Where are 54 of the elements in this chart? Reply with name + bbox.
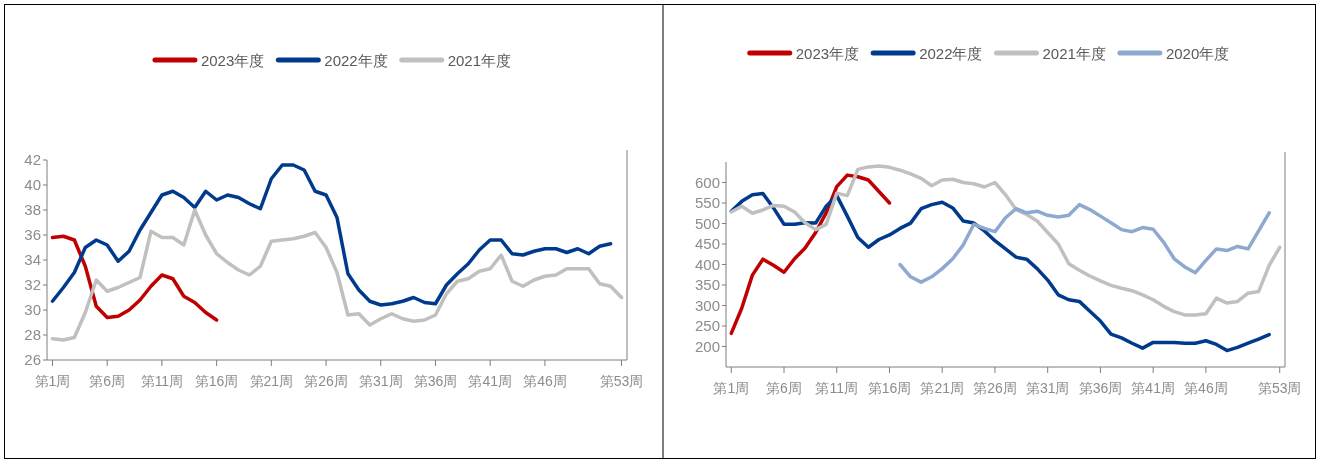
y-tick-label: 450 [694,235,720,252]
y-tick-label: 200 [694,337,720,355]
line-series [50,208,624,342]
x-tick-label: 第46周 [523,373,567,389]
y-tick-label: 32 [24,276,41,293]
x-tick-label: 第36周 [1078,380,1123,396]
y-tick-label: 42 [24,151,41,168]
legend-label: 2022年度 [919,45,983,62]
legend-label: 2021年度 [447,52,512,69]
x-tick-label: 第46周 [1184,380,1228,396]
line-series [729,191,1271,353]
x-tick-label: 第21周 [920,380,965,396]
y-tick-label: 350 [694,276,720,293]
y-tick-label: 400 [694,255,720,273]
x-tick-label: 第26周 [304,373,348,389]
line-series [50,163,613,307]
x-tick-label: 第41周 [468,373,512,389]
x-tick-label: 第53周 [1257,380,1302,396]
y-tick-label: 300 [694,296,720,314]
y-tick-label: 28 [24,326,41,343]
y-tick-label: 34 [24,251,41,268]
line-series [729,173,892,336]
x-tick-label: 第36周 [413,373,458,389]
x-tick-label: 第16周 [194,373,239,389]
line-series [898,202,1271,284]
y-tick-label: 250 [694,317,720,334]
line-series [729,164,1282,317]
x-tick-label: 第11周 [140,373,184,389]
y-tick-label: 36 [24,226,41,243]
y-tick-label: 40 [24,176,41,193]
x-tick-label: 第6周 [766,380,802,396]
x-tick-label: 第53周 [599,373,644,389]
legend-label: 2020年度 [1165,45,1230,62]
x-tick-label: 第1周 [34,373,71,389]
legend-label: 2023年度 [200,52,265,69]
legend-label: 2021年度 [1042,45,1106,62]
x-tick-label: 第16周 [867,380,912,396]
y-tick-label: 550 [694,194,720,211]
line-series [50,234,219,322]
x-tick-label: 第11周 [815,380,859,396]
legend-label: 2023年度 [795,45,860,62]
y-tick-label: 26 [24,351,41,368]
x-tick-label: 第1周 [713,380,750,396]
y-tick-label: 30 [24,301,41,318]
x-tick-label: 第26周 [973,380,1017,396]
y-tick-label: 500 [694,214,720,232]
x-tick-label: 第31周 [1025,380,1070,396]
legend-label: 2022年度 [324,52,388,69]
x-tick-label: 第41周 [1131,380,1175,396]
y-tick-label: 38 [24,201,41,218]
x-tick-label: 第6周 [89,373,126,389]
x-tick-label: 第31周 [358,373,403,389]
y-tick-label: 600 [694,173,720,191]
x-tick-label: 第21周 [249,373,294,389]
